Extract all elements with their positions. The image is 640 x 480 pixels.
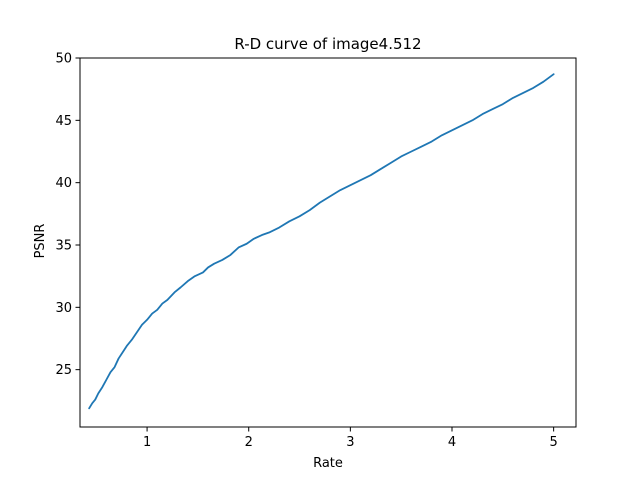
y-tick-label-50: 50 — [55, 52, 72, 67]
y-tick-label-45: 45 — [55, 114, 72, 129]
y-tick-label-35: 35 — [55, 238, 72, 253]
x-axis-label: Rate — [313, 456, 343, 471]
y-tick-label-30: 30 — [55, 301, 72, 316]
y-tick-label-25: 25 — [55, 363, 72, 378]
y-tick-label-40: 40 — [55, 176, 72, 191]
series-line-0 — [88, 73, 555, 410]
x-tick-label-2: 2 — [245, 435, 253, 450]
x-tick-label-3: 3 — [346, 435, 354, 450]
y-axis-label: PSNR — [33, 224, 48, 259]
chart-title: R-D curve of image4.512 — [234, 35, 421, 53]
x-tick-label-5: 5 — [549, 435, 557, 450]
x-tick-label-4: 4 — [448, 435, 456, 450]
axes-frame — [79, 57, 577, 428]
x-tick-label-1: 1 — [143, 435, 151, 450]
